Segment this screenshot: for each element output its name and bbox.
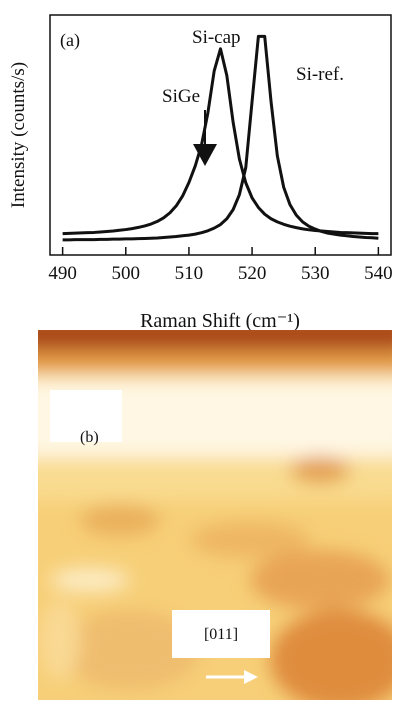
x-tick-label: 490 [48, 263, 77, 284]
y-axis-label: Intensity (counts/s) [8, 62, 29, 208]
page: {"chart_data":{"type":"line","xlabel":"R… [0, 0, 416, 700]
x-tick-label: 500 [112, 263, 141, 284]
spectrum-plot: 490 500 510 520 530 540 [48, 15, 392, 284]
x-tick-label: 540 [364, 263, 393, 284]
direction-label: [011] [204, 626, 238, 643]
x-axis-label: Raman Shift (cm⁻¹) [140, 310, 300, 332]
annotation: SiGe [162, 86, 200, 107]
x-tick-label: 510 [175, 263, 204, 284]
figure: 490 500 510 520 530 540 (a) Si-cap Si-ref. Si… [0, 0, 416, 700]
series-label: Si-ref. [296, 64, 344, 85]
series-label: Si-cap [192, 27, 241, 48]
x-tick-label: 520 [238, 263, 267, 284]
panel-label: (b) [80, 429, 99, 446]
x-tick-label: 530 [301, 263, 330, 284]
panel-label: (a) [60, 30, 80, 51]
